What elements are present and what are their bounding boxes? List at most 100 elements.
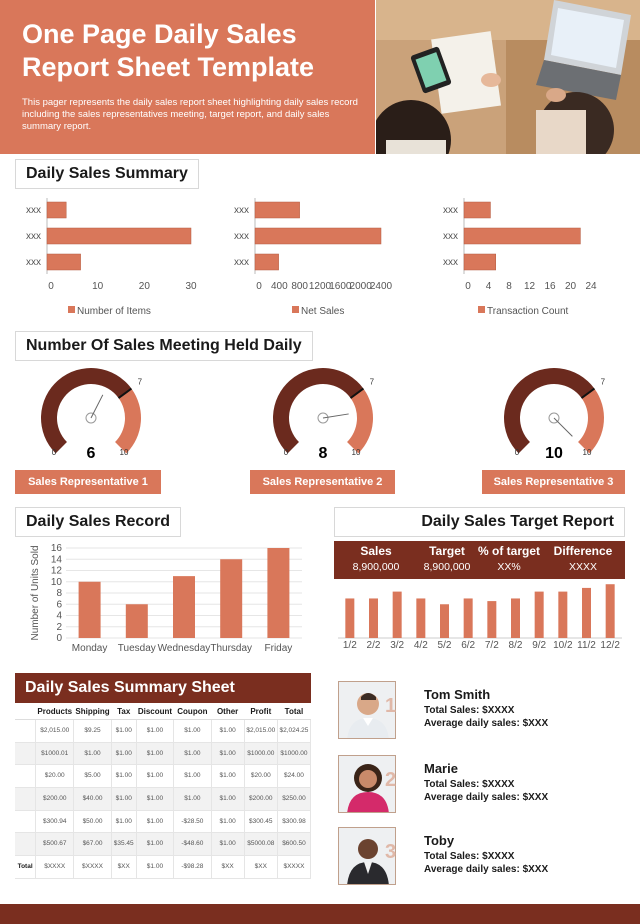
summary-bar	[463, 201, 491, 219]
summary-bar	[463, 227, 581, 245]
summary-bar	[46, 201, 67, 219]
gauge-arc-remaining	[115, 388, 141, 454]
target-category-label: 8/2	[509, 640, 523, 651]
summary-tick-label: 2000	[350, 281, 373, 292]
gauge-needle	[322, 413, 349, 419]
table-cell: -$98.28	[173, 855, 212, 879]
summary-tick-label: 24	[585, 281, 597, 292]
person-avatar-icon	[339, 682, 395, 738]
gauge-arc-achieved	[40, 368, 132, 454]
rep-name: Tom Smith	[424, 687, 491, 702]
target-bar	[463, 598, 473, 638]
summary-sheet-table: Products Shipping Tax Discount Coupon Ot…	[15, 704, 312, 879]
legend-label: Net Sales	[301, 306, 344, 317]
target-category-label: 2/2	[367, 640, 381, 651]
target-bar	[392, 591, 402, 638]
section-title-record: Daily Sales Record	[15, 507, 182, 537]
gauge-needle	[553, 417, 573, 437]
target-bar	[511, 598, 520, 638]
record-category-label: Wednesday	[158, 643, 211, 654]
summary-category-label: xxx	[26, 205, 41, 216]
gauge-needle	[90, 394, 104, 419]
target-bar	[345, 598, 355, 638]
summary-category-label: xxx	[234, 205, 249, 216]
legend-label: Transaction Count	[487, 306, 569, 317]
gauge-value-label: 6	[87, 445, 96, 462]
record-bar	[125, 604, 148, 638]
summary-bar	[254, 227, 382, 245]
gauge-value-label: 8	[319, 445, 328, 462]
record-bar	[173, 576, 195, 638]
target-category-label: 11/2	[577, 640, 596, 651]
table-cell: -$28.50	[173, 810, 212, 834]
summary-tick-label: 0	[256, 281, 262, 292]
target-category-label: 4/2	[414, 640, 428, 651]
summary-tick-label: 20	[139, 281, 151, 292]
record-tick-label: 14	[51, 554, 63, 565]
gauge-max-label: 10	[120, 448, 129, 457]
summary-tick-label: 0	[465, 281, 471, 292]
table-cell: $1000.01	[35, 742, 75, 766]
header-banner: One Page Daily Sales Report Sheet Templa…	[0, 0, 375, 154]
footer-bar	[0, 904, 640, 924]
target-bar	[440, 604, 449, 638]
table-cell: $24.00	[277, 764, 312, 789]
table-row: $300.94 $50.00 $1.00 $1.00 -$28.50 $1.00 $300.…	[15, 810, 312, 834]
target-col-label: Difference	[553, 544, 613, 558]
legend-swatch	[478, 306, 485, 313]
summary-tick-label: 400	[271, 281, 288, 292]
legend-swatch	[292, 306, 299, 313]
gauge-target-marker	[117, 387, 133, 399]
table-cell: $67.00	[73, 832, 112, 857]
table-row-header	[15, 810, 37, 834]
table-cell: $XXXX	[35, 855, 75, 879]
rep-name: Marie	[424, 761, 458, 776]
target-category-label: 1/2	[343, 640, 357, 651]
table-header-row: Products Shipping Tax Discount Coupon Ot…	[15, 704, 311, 720]
summary-tick-label: 20	[565, 281, 577, 292]
table-cell: $9.25	[73, 719, 112, 743]
table-row: $2,015.00 $9.25 $1.00 $1.00 $1.00 $1.00 $2,015…	[15, 719, 312, 743]
table-cell: $1.00	[111, 742, 137, 766]
target-col-percent: % of target XX%	[472, 544, 546, 573]
target-category-label: 3/2	[390, 640, 404, 651]
record-category-label: Monday	[72, 643, 108, 654]
summary-bar	[254, 201, 300, 219]
record-bar	[220, 559, 243, 638]
table-total-row: Total $XXXX $XXXX $XX $1.00 -$98.28 $XX $XX $XXX…	[15, 855, 312, 879]
target-bar	[582, 587, 591, 638]
person-avatar-icon	[339, 828, 395, 884]
rep-number: 2	[385, 769, 397, 791]
table-cell: $1.00	[211, 810, 245, 834]
gauge-arc-achieved	[504, 368, 595, 454]
table-cell: $2,024.25	[277, 719, 312, 743]
page-description: This pager represents the daily sales re…	[22, 97, 358, 132]
table-header: Other	[211, 704, 245, 720]
summary-bar	[46, 227, 192, 245]
record-tick-label: 6	[56, 599, 62, 610]
rep-average-sales: Average daily sales: $XXX	[424, 864, 549, 875]
target-bar	[605, 584, 615, 638]
table-row-header	[15, 764, 37, 789]
rep-name: Toby	[424, 833, 455, 848]
summary-category-label: xxx	[234, 257, 249, 268]
rep-average-sales: Average daily sales: $XXX	[424, 792, 549, 803]
table-header: Discount	[136, 704, 174, 720]
rep-label-2: Sales Representative 2	[250, 470, 395, 494]
table-cell: $250.00	[277, 787, 312, 811]
record-tick-label: 8	[56, 588, 62, 599]
table-cell: $1.00	[173, 742, 212, 766]
table-header: Total	[277, 704, 311, 720]
rep-photo	[338, 681, 396, 739]
target-bar	[534, 591, 544, 638]
table-cell: $1.00	[111, 810, 137, 834]
section-title-summary: Daily Sales Summary	[15, 159, 199, 189]
rep-label-3: Sales Representative 3	[482, 470, 625, 494]
summary-category-label: xxx	[443, 205, 458, 216]
summary-tick-label: 4	[486, 281, 492, 292]
record-bar	[267, 548, 290, 638]
table-cell: $300.45	[244, 810, 278, 834]
summary-bar	[46, 253, 81, 271]
target-category-label: 10/2	[553, 640, 573, 651]
